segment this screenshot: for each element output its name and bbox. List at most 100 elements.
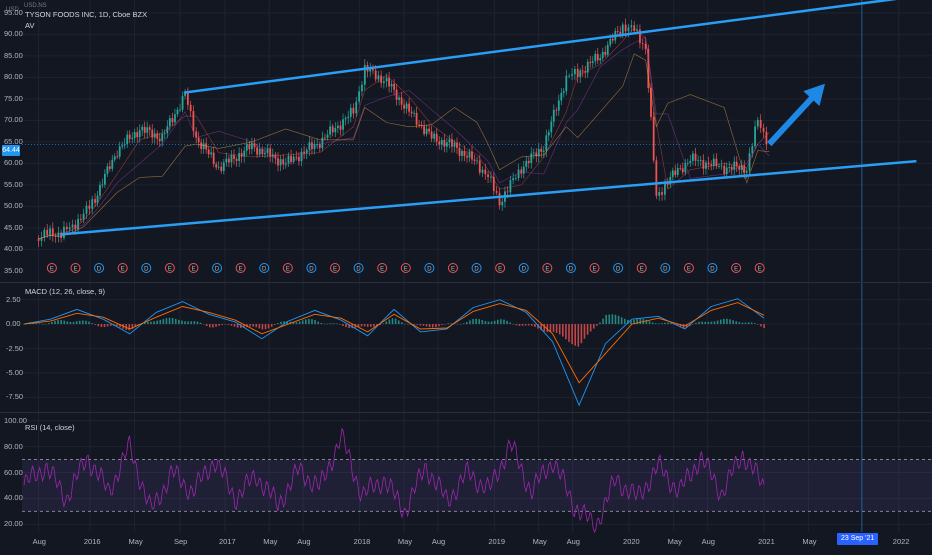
candle-body [560, 92, 563, 101]
earnings-marker-label: E [758, 267, 762, 273]
candle-body [212, 152, 215, 165]
candle-body [300, 151, 303, 162]
candle-body [217, 166, 220, 168]
candle-body [596, 53, 599, 61]
candle-body [54, 235, 57, 237]
candle-body [168, 118, 171, 127]
candle-body [661, 192, 663, 195]
candle-body [40, 237, 43, 241]
macd-histogram-bar [654, 323, 657, 325]
candle-body [684, 162, 687, 173]
candle-body [476, 160, 478, 162]
macd-histogram-bar [552, 324, 555, 332]
currency-small-label: USD.NS [24, 3, 47, 9]
candle-body [639, 29, 641, 44]
macd-histogram-bar [106, 324, 109, 327]
macd-histogram-bar [44, 323, 47, 325]
macd-histogram-bar [729, 319, 731, 325]
candle-body [674, 170, 677, 175]
candle-body [141, 126, 144, 131]
projection-arrow [767, 83, 825, 147]
macd-histogram-bar [562, 324, 564, 337]
candle-body [405, 103, 408, 109]
candle-body [630, 25, 633, 28]
earnings-marker-label: D [144, 267, 149, 273]
time-tick-label: 2020 [623, 537, 640, 546]
candle-body [358, 91, 360, 102]
macd-histogram-bar [308, 318, 310, 325]
macd-histogram-bar [651, 322, 654, 325]
macd-histogram-bar [441, 324, 443, 326]
candle-body [438, 141, 441, 145]
candle-body [619, 31, 622, 34]
candle-body [765, 131, 768, 145]
candle-body [395, 89, 398, 100]
candle-body [410, 111, 413, 114]
candle-body [705, 162, 707, 169]
earnings-marker-label: E [545, 267, 549, 273]
macd-histogram-bar [301, 320, 304, 325]
macd-histogram-bar [264, 324, 267, 330]
macd-histogram-bar [422, 324, 425, 326]
macd-histogram-bar [243, 324, 245, 328]
macd-title[interactable]: MACD (12, 26, close, 9) [25, 287, 106, 296]
macd-histogram-bar [546, 324, 549, 333]
candle-body [658, 192, 661, 196]
candle-body [113, 156, 116, 160]
price-tick-label: 60.00 [4, 158, 23, 168]
candle-body [363, 64, 366, 85]
macd-histogram-bar [178, 319, 180, 325]
candle-body [599, 58, 602, 61]
earnings-marker-label: D [309, 267, 314, 273]
time-tick-label: May [397, 537, 413, 546]
macd-histogram-bar [153, 321, 155, 325]
candle-body [611, 38, 614, 41]
candle-body [369, 68, 372, 72]
macd-histogram-bar [602, 318, 604, 325]
macd-histogram-bar [726, 318, 728, 325]
candle-body [261, 148, 264, 155]
macd-histogram-bar [407, 324, 409, 325]
candle-body [179, 109, 181, 111]
time-tick-label: 2016 [83, 537, 101, 546]
candle-body [104, 173, 106, 185]
candle-body [390, 83, 393, 87]
earnings-marker [660, 263, 671, 273]
macd-tick-label: -2.50 [6, 343, 24, 353]
time-tick-label: May [802, 537, 817, 546]
lower-channel-trendline [59, 160, 917, 236]
macd-histogram-bar [524, 324, 527, 326]
pane-separator[interactable] [0, 412, 932, 413]
rsi-tick-label: 20.00 [4, 519, 23, 529]
macd-histogram-bar [199, 322, 202, 325]
earnings-marker [141, 263, 152, 273]
macd-histogram-bar [763, 324, 765, 329]
pane-separator[interactable] [0, 282, 932, 283]
candle-body [676, 168, 679, 175]
macd-histogram-bar [527, 324, 530, 326]
macd-histogram-bar [438, 324, 440, 327]
candle-body [184, 93, 187, 97]
symbol-title[interactable]: TYSON FOODS INC, 1D, Cboe BZX [25, 10, 148, 19]
macd-histogram-bar [366, 324, 369, 327]
candle-body [754, 126, 756, 147]
rsi-title[interactable]: RSI (14, close) [25, 423, 75, 432]
macd-histogram-bar [255, 324, 258, 328]
macd-histogram-bar [382, 323, 385, 325]
time-tick-label: 2022 [892, 537, 910, 546]
macd-histogram-bar [754, 323, 756, 325]
candle-body [451, 139, 453, 147]
candle-body [398, 97, 400, 100]
candle-body [126, 134, 129, 145]
candle-body [702, 160, 705, 169]
macd-histogram-bar [695, 322, 697, 325]
candle-body [453, 142, 456, 147]
candle-body [463, 150, 466, 156]
earnings-marker [589, 263, 600, 273]
candle-body [94, 199, 96, 203]
macd-histogram-bar [617, 315, 620, 325]
candle-body [49, 228, 51, 236]
